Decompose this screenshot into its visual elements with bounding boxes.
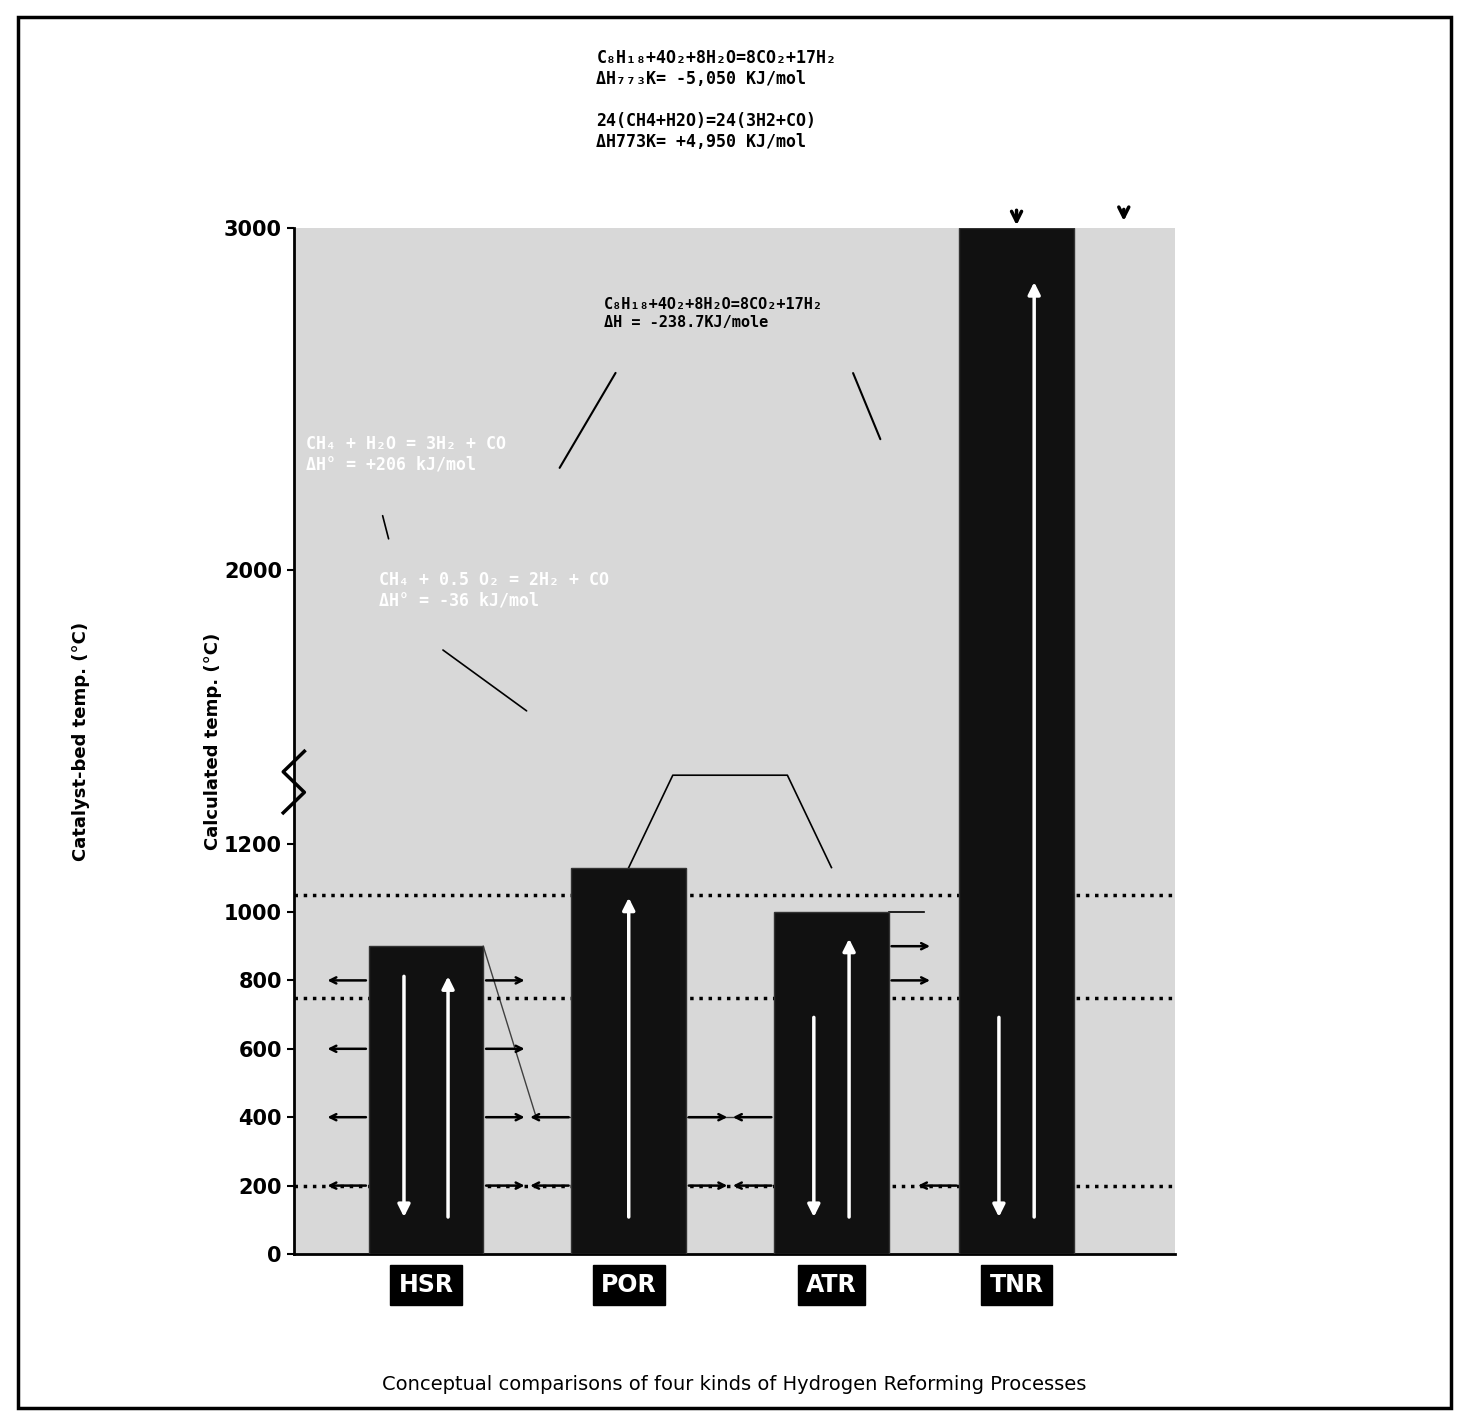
Text: Max. temp. for
supported cat.: Max. temp. for supported cat. — [1212, 875, 1350, 915]
Text: C₈H₁₈+4O₂+8H₂O=8CO₂+17H₂
ΔH₇₇₃K= -5,050 KJ/mol

24(CH4+H2O)=24(3H2+CO)
ΔH773K= +: C₈H₁₈+4O₂+8H₂O=8CO₂+17H₂ ΔH₇₇₃K= -5,050 … — [596, 50, 836, 151]
Text: Catalyst-bed temp. (°C): Catalyst-bed temp. (°C) — [72, 621, 90, 861]
Text: HSR: HSR — [398, 1273, 454, 1297]
Bar — [774, 912, 889, 1254]
Text: C₈H₁₈+4O₂+8H₂O=8CO₂+17H₂
ΔH = -238.7KJ/mole: C₈H₁₈+4O₂+8H₂O=8CO₂+17H₂ ΔH = -238.7KJ/m… — [604, 298, 823, 329]
Text: Preheating
temp. of reactor: Preheating temp. of reactor — [1212, 1166, 1365, 1206]
Text: ATR: ATR — [806, 1273, 856, 1297]
Text: Calculated temp. (°C): Calculated temp. (°C) — [204, 633, 222, 849]
Text: POR: POR — [601, 1273, 657, 1297]
Text: CH₄ + 0.5 O₂ = 2H₂ + CO
ΔH° = -36 kJ/mol: CH₄ + 0.5 O₂ = 2H₂ + CO ΔH° = -36 kJ/mol — [379, 570, 608, 610]
Text: Temp. for
steam
reforming: Temp. for steam reforming — [1212, 968, 1304, 1027]
Bar — [571, 868, 686, 1254]
Bar — [369, 946, 483, 1254]
Bar — [959, 228, 1074, 1254]
Text: CH₄ + H₂O = 3H₂ + CO
ΔH° = +206 kJ/mol: CH₄ + H₂O = 3H₂ + CO ΔH° = +206 kJ/mol — [306, 435, 505, 475]
Text: TNR: TNR — [990, 1273, 1043, 1297]
Text: Conceptual comparisons of four kinds of Hydrogen Reforming Processes: Conceptual comparisons of four kinds of … — [382, 1375, 1087, 1394]
